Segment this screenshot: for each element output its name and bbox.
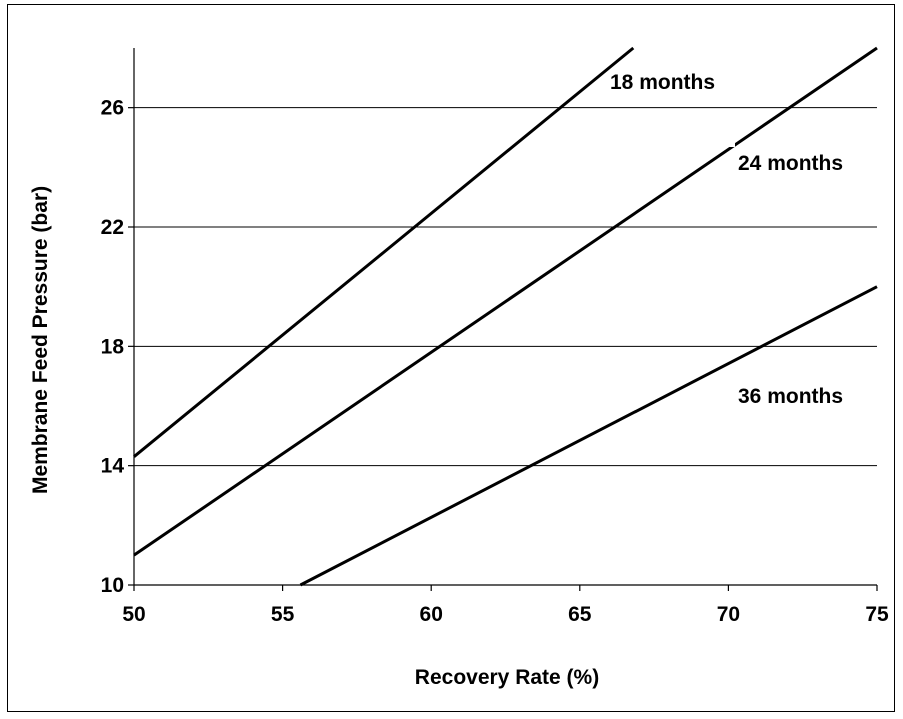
series-line-24-months — [133, 46, 878, 557]
series-label-gap — [725, 133, 735, 147]
x-tick-label-55: 55 — [271, 603, 295, 626]
chart-frame — [7, 4, 895, 712]
y-tick-label-14: 14 — [101, 455, 125, 478]
series-label-18-months: 18 months — [610, 71, 715, 94]
x-tick-label-75: 75 — [865, 603, 889, 626]
series-label-36-months: 36 months — [738, 385, 843, 408]
x-axis-title: Recovery Rate (%) — [415, 666, 599, 689]
y-tick-label-26: 26 — [101, 97, 124, 120]
series-label-24-months: 24 months — [738, 152, 843, 175]
series-line-18-months — [133, 46, 635, 458]
x-tick-label-65: 65 — [568, 603, 592, 626]
x-tick-label-70: 70 — [717, 603, 740, 626]
y-axis-title: Membrane Feed Pressure (bar) — [29, 186, 52, 494]
series-lines — [133, 46, 878, 587]
axes — [128, 48, 878, 591]
y-tick-label-18: 18 — [101, 335, 125, 358]
series-line-36-months — [299, 285, 878, 587]
y-tick-label-10: 10 — [101, 574, 124, 597]
tick-labels: 10 14 18 22 26 50 55 60 65 70 75 — [101, 97, 889, 626]
x-tick-label-50: 50 — [122, 603, 145, 626]
x-tick-label-60: 60 — [420, 603, 443, 626]
y-tick-label-22: 22 — [101, 216, 124, 239]
gridlines — [134, 107, 877, 467]
